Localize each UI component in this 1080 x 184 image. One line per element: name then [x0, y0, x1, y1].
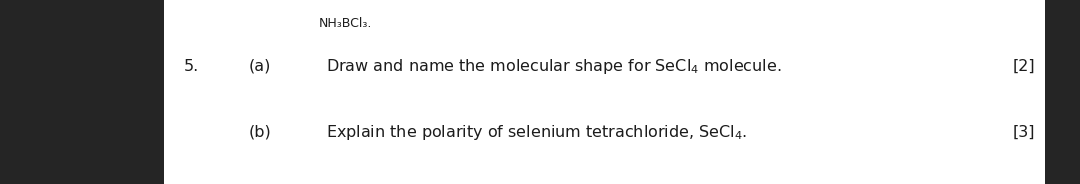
Text: [2]: [2] — [1013, 59, 1036, 74]
Text: NH₃BCl₃.: NH₃BCl₃. — [319, 17, 372, 30]
Bar — [1045, 0, 1080, 184]
Bar — [0, 0, 164, 184]
Text: (b): (b) — [248, 125, 271, 140]
Text: 5.: 5. — [184, 59, 199, 74]
Text: Explain the polarity of selenium tetrachloride, SeCl$_4$.: Explain the polarity of selenium tetrach… — [326, 123, 747, 142]
Text: Draw and name the molecular shape for SeCl$_4$ molecule.: Draw and name the molecular shape for Se… — [326, 57, 782, 76]
Text: [3]: [3] — [1013, 125, 1036, 140]
Text: (a): (a) — [248, 59, 271, 74]
